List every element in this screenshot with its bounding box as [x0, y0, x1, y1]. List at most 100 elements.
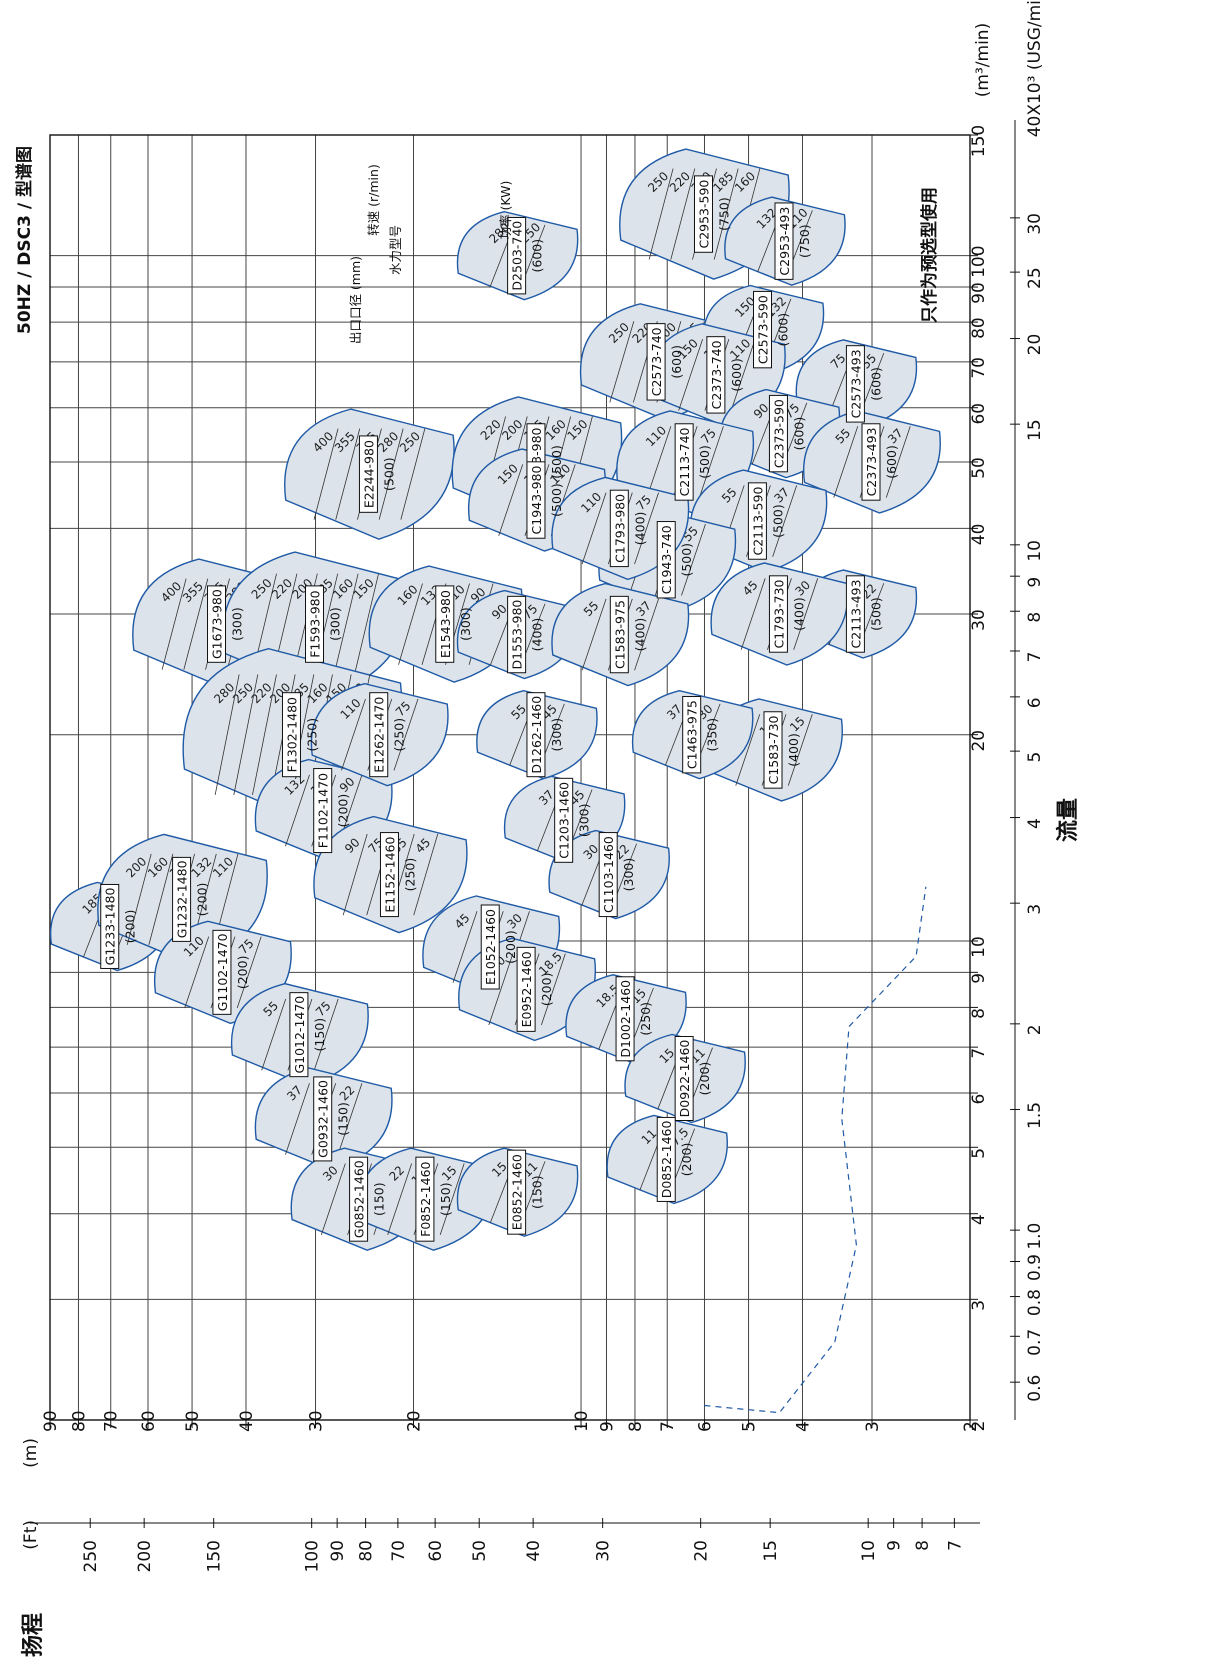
- outlet-size: (200): [235, 956, 250, 990]
- usg-tick-label: 20: [1025, 334, 1045, 356]
- flow-tick-label: 10: [969, 936, 989, 958]
- usg-tick-label: 0.8: [1025, 1289, 1045, 1316]
- power-curve: [252, 674, 277, 795]
- power-curve: [772, 485, 798, 557]
- model-label: D2503-740 (600): [507, 216, 545, 295]
- usg-tick-label: 8: [1025, 612, 1045, 623]
- outlet-size: (300): [577, 803, 592, 837]
- model-name: D1002-1460: [618, 980, 633, 1058]
- head-tick-label: 2: [961, 1421, 981, 1432]
- outlet-size: (400): [791, 597, 806, 631]
- model-name: F0852-1460: [418, 1161, 433, 1236]
- usg-tick-label: 6: [1025, 697, 1045, 708]
- head-tick-label: 10: [572, 1410, 592, 1432]
- model-name: F1593-980: [308, 590, 323, 657]
- model-label-box: [768, 394, 788, 473]
- power-curve: [488, 953, 514, 1026]
- model-label: C2953-590 (750): [693, 175, 731, 253]
- model-name: C1943-740: [659, 525, 674, 594]
- outlet-size: (150): [530, 1175, 545, 1209]
- outlet-size: (250): [402, 858, 417, 892]
- model-label-box: [598, 832, 618, 918]
- power-curve: [148, 853, 174, 945]
- power-curve: [183, 578, 209, 670]
- model-label-box: [313, 1076, 333, 1162]
- model-label: C1793-980 (400): [609, 489, 647, 568]
- model-label-box: [656, 1116, 676, 1202]
- model-label-box: [693, 175, 713, 253]
- model-label: C2953-493 (750): [774, 202, 812, 280]
- model-label: C2373-740 (600): [706, 336, 744, 414]
- ft-tick-label: 70: [389, 1540, 409, 1562]
- model-label-box: [207, 585, 227, 663]
- axes-layer: 2345678910203040506070809078910152030405…: [30, 120, 1045, 1572]
- outlet-size: (150): [312, 1018, 327, 1052]
- power-curve: [378, 428, 404, 520]
- model-name: C1463-975: [685, 700, 700, 769]
- outlet-size: (500): [697, 445, 712, 479]
- power-curve: [787, 714, 813, 786]
- model-label: E1262-1470 (250): [369, 692, 407, 778]
- power-curve: [341, 698, 366, 771]
- model-name: D0922-1460: [677, 1040, 692, 1118]
- model-name: D1553-980: [510, 600, 525, 670]
- model-label: D1553-980 (400): [507, 595, 545, 674]
- model-label: E1543-980 (300): [435, 585, 473, 663]
- usg-tick-label: 5: [1025, 752, 1045, 763]
- model-label-box: [682, 695, 702, 774]
- power-curve: [681, 523, 706, 596]
- model-name: D2503-740: [510, 221, 525, 291]
- model-label: E0852-1460 (150): [507, 1149, 545, 1235]
- model-name: G0852-1460: [352, 1160, 367, 1238]
- ft-tick-label: 250: [81, 1540, 101, 1572]
- power-curve: [161, 578, 187, 670]
- usg-tick-label: 30: [1025, 213, 1045, 235]
- power-curve: [735, 714, 761, 786]
- power-curve: [581, 598, 607, 671]
- power-curve: [413, 833, 439, 916]
- model-label: C1583-730 (400): [763, 711, 801, 789]
- model-label: C2573-493 (600): [845, 345, 883, 423]
- power-curve: [670, 168, 696, 260]
- model-label-box: [609, 595, 629, 674]
- model-name: E1152-1460: [382, 837, 397, 913]
- usg-tick-label: 15: [1025, 419, 1045, 441]
- ft-tick-label: 40: [524, 1540, 544, 1562]
- outlet-size: (200): [679, 1143, 694, 1177]
- model-label-box: [615, 976, 635, 1062]
- model-name: C1103-1460: [601, 836, 616, 913]
- model-name: D0852-1460: [659, 1121, 674, 1199]
- power-curve: [646, 426, 672, 498]
- outlet-size: (600): [884, 445, 899, 479]
- power-curve: [439, 1163, 465, 1236]
- ft-tick-label: 9: [885, 1540, 905, 1551]
- model-label: C2573-740 (600): [646, 323, 684, 401]
- model-name: C2373-590: [771, 399, 786, 468]
- model-label-box: [706, 336, 726, 414]
- model-label-box: [379, 832, 399, 918]
- outlet-size: (200): [697, 1062, 712, 1096]
- model-label-box: [415, 1156, 435, 1242]
- head-tick-label: 4: [793, 1421, 813, 1432]
- model-label-box: [646, 323, 666, 401]
- model-name: G1232-1480: [175, 860, 190, 938]
- ft-tick-label: 60: [426, 1540, 446, 1562]
- power-curve: [400, 428, 426, 520]
- head-tick-label: 80: [69, 1410, 89, 1432]
- outlet-size: (400): [632, 618, 647, 652]
- flow-tick-label: 6: [969, 1094, 989, 1105]
- outlet-size: (750): [716, 197, 731, 231]
- power-curve: [498, 464, 524, 536]
- model-name: E1262-1470: [372, 697, 387, 773]
- ft-tick-label: 80: [357, 1540, 377, 1562]
- plot-frame: [49, 134, 971, 1421]
- model-name: E1052-1460: [483, 909, 498, 985]
- model-label: G1102-1470 (200): [212, 929, 250, 1015]
- model-name: F1102-1470: [316, 773, 331, 848]
- head-tick-label: 70: [102, 1410, 122, 1432]
- ft-tick-label: 10: [859, 1540, 879, 1562]
- outlet-size: (500): [679, 543, 694, 577]
- power-curve: [335, 428, 361, 520]
- model-label: C1943-980 (500): [526, 461, 564, 539]
- outlet-size: (500): [770, 504, 785, 538]
